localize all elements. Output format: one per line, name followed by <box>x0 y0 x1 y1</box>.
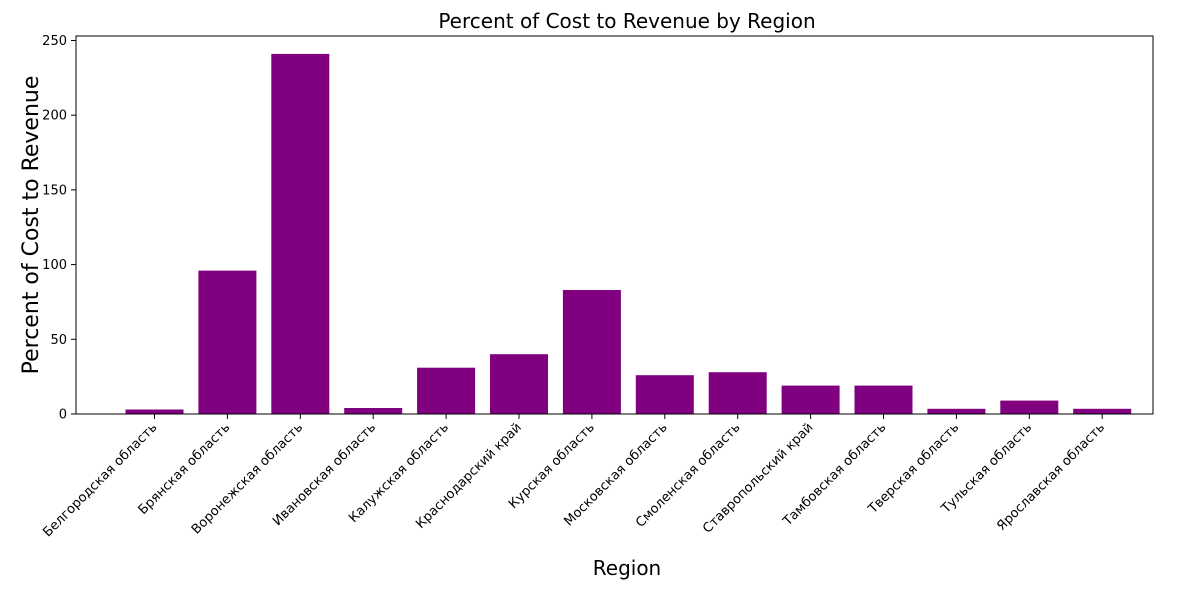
bar <box>490 354 548 414</box>
y-tick-label: 250 <box>42 34 67 49</box>
bar <box>562 290 621 414</box>
chart-title: Percent of Cost to Revenue by Region <box>438 9 815 33</box>
bar <box>417 367 476 414</box>
bar <box>927 408 986 414</box>
bar <box>344 408 403 414</box>
bar <box>708 372 767 414</box>
y-axis: 0 50 100 150 200 250 <box>42 34 76 423</box>
y-tick-label: 150 <box>42 183 67 198</box>
y-tick-label: 200 <box>42 109 67 124</box>
bar <box>198 270 257 414</box>
plot-area-frame <box>75 35 1154 415</box>
bar <box>1000 400 1059 414</box>
bar-series <box>125 53 1132 415</box>
x-tick-label: Белгородская область <box>40 420 160 540</box>
bar <box>271 53 330 415</box>
x-axis-title: Region <box>593 556 661 580</box>
y-tick-label: 50 <box>50 333 67 348</box>
y-tick-label: 100 <box>42 258 67 273</box>
y-tick-label: 0 <box>59 408 67 423</box>
bar <box>125 409 184 414</box>
bar <box>781 385 840 414</box>
bar <box>635 375 694 414</box>
bar <box>854 385 913 414</box>
y-axis-title: Percent of Cost to Revenue <box>19 76 44 375</box>
bar <box>1073 408 1132 414</box>
